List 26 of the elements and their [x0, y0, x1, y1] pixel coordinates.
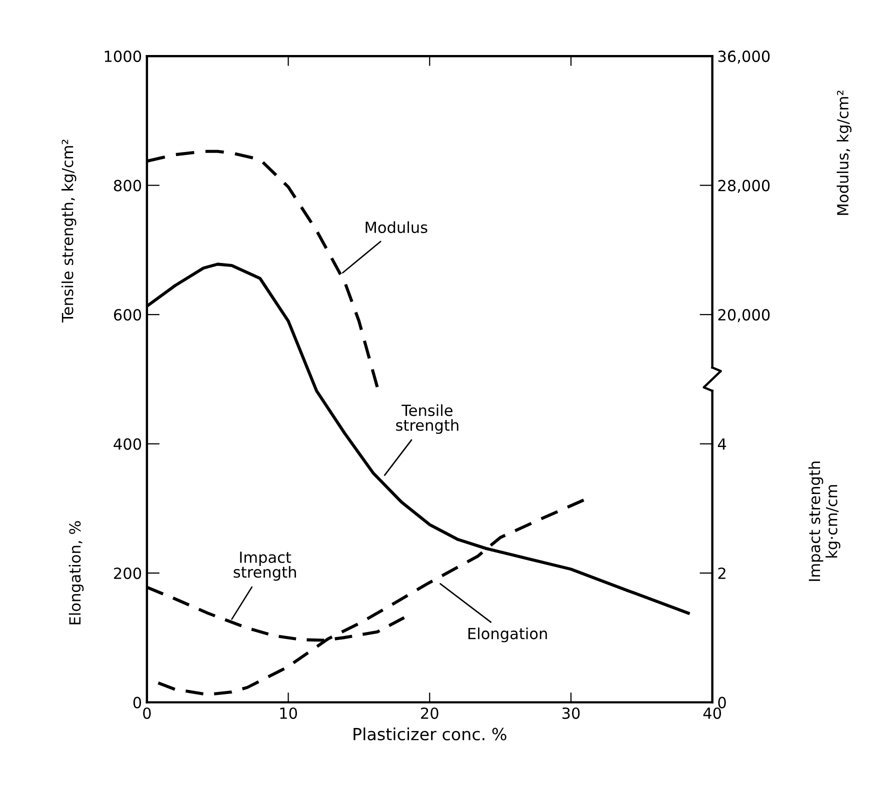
annotation: Modulus	[366, 221, 428, 234]
x-tick-label: 30	[562, 707, 580, 719]
y2-tick-label: 28,000	[718, 180, 770, 193]
y3-axis-title: Impact strength kg·cm/cm	[808, 462, 840, 581]
y3-tick-label: 4	[718, 438, 726, 450]
y-tick-label: 0	[133, 696, 142, 708]
x-tick-label: 0	[143, 707, 151, 719]
y2-axis-title: Modulus, kg/cm²	[836, 90, 852, 215]
y-axis-title: Tensile strength, kg/cm²	[61, 140, 76, 322]
x-tick-label: 10	[280, 707, 297, 719]
y3-tick-label: 2	[718, 568, 726, 579]
y-tick-label: 400	[114, 438, 142, 450]
annotation: Tensile strength	[396, 404, 458, 434]
y-tick-label: 200	[114, 568, 142, 580]
annotation: Impact strength	[234, 552, 296, 581]
y2-tick-label: 36,000	[718, 50, 770, 64]
x-tick-label: 20	[421, 707, 438, 719]
x-tick-label: 40	[703, 707, 722, 719]
y-tick-label: 600	[114, 309, 142, 321]
y3-tick-label: 0	[718, 696, 726, 708]
y-tick-label: 800	[114, 180, 142, 192]
x-axis-title: Plasticizer conc. %	[354, 728, 506, 740]
text: Elongation, %	[68, 521, 84, 624]
annotation: Elongation	[468, 628, 547, 642]
y2-tick-label: 20,000	[718, 309, 770, 322]
y-tick-label: 1000	[104, 50, 142, 62]
